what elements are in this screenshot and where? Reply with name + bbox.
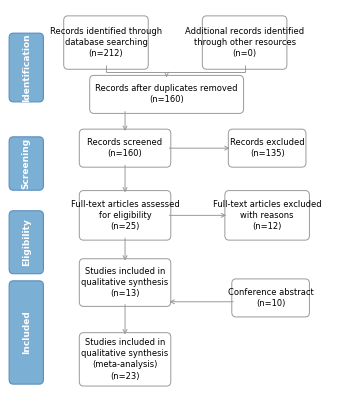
Text: Records after duplicates removed
(n=160): Records after duplicates removed (n=160) — [95, 84, 238, 104]
Text: Records screened
(n=160): Records screened (n=160) — [87, 138, 162, 158]
FancyBboxPatch shape — [9, 33, 43, 102]
FancyBboxPatch shape — [79, 129, 171, 167]
Text: Included: Included — [22, 311, 31, 354]
Text: Full-text articles assessed
for eligibility
(n=25): Full-text articles assessed for eligibil… — [71, 200, 179, 231]
FancyBboxPatch shape — [228, 129, 306, 167]
Text: Screening: Screening — [22, 138, 31, 189]
FancyBboxPatch shape — [79, 190, 171, 240]
Text: Additional records identified
through other resources
(n=0): Additional records identified through ot… — [185, 27, 304, 58]
FancyBboxPatch shape — [79, 333, 171, 386]
FancyBboxPatch shape — [9, 281, 43, 384]
Text: Full-text articles excluded
with reasons
(n=12): Full-text articles excluded with reasons… — [213, 200, 321, 231]
Text: Studies included in
qualitative synthesis
(n=13): Studies included in qualitative synthesi… — [82, 267, 169, 298]
Text: Conference abstract
(n=10): Conference abstract (n=10) — [228, 288, 313, 308]
Text: Records excluded
(n=135): Records excluded (n=135) — [230, 138, 304, 158]
FancyBboxPatch shape — [202, 16, 287, 69]
FancyBboxPatch shape — [9, 211, 43, 274]
FancyBboxPatch shape — [232, 279, 309, 317]
Text: Eligibility: Eligibility — [22, 218, 31, 266]
FancyBboxPatch shape — [79, 259, 171, 306]
Text: Identification: Identification — [22, 33, 31, 102]
Text: Studies included in
qualitative synthesis
(meta-analysis)
(n=23): Studies included in qualitative synthesi… — [82, 338, 169, 380]
FancyBboxPatch shape — [9, 137, 43, 190]
Text: Records identified through
database searching
(n=212): Records identified through database sear… — [50, 27, 162, 58]
FancyBboxPatch shape — [64, 16, 148, 69]
FancyBboxPatch shape — [90, 75, 244, 114]
FancyBboxPatch shape — [225, 190, 309, 240]
